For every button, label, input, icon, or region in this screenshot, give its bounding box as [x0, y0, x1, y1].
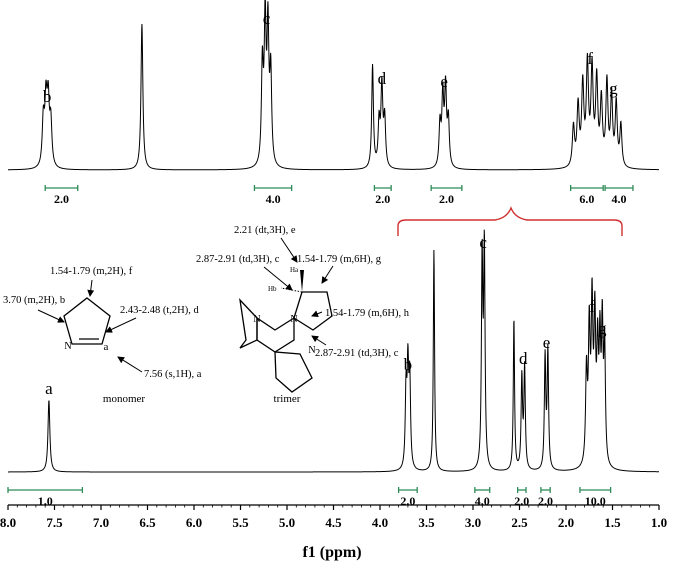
trimer-assign-h: 1.54-1.79 (m,6H), h [325, 308, 410, 319]
trimer-caption: trimer [274, 393, 301, 405]
trimer-bottom-ring [274, 351, 313, 393]
integration-value: 4.0 [612, 192, 627, 206]
top-peak-label-e: e [440, 72, 448, 91]
monomer-a-atom: a [104, 341, 109, 353]
trimer-assign-c-bottom: 2.87-2.91 (td,3H), c [315, 348, 399, 359]
top-spectrum-trace [8, 0, 659, 171]
integration-layer: 2.0 4.0 2.0 2.0 6.0 4.01.0 2.0 4.0 2.0 2.0 10.0 [7, 185, 634, 508]
trimer-right-ring [293, 291, 333, 331]
trimer-n-2: N [253, 314, 260, 325]
top-peak-label-f: f [587, 49, 593, 68]
integration-value: 2.0 [54, 192, 69, 206]
trimer-arrow-h [311, 310, 323, 318]
integration-value: 2.0 [514, 494, 529, 508]
top-integration-4: 6.0 [570, 185, 604, 206]
integration-value: 2.0 [538, 494, 553, 508]
monomer-structure: N a 1.54-1.79 (m,2H), f 3.70 (m,2H), b 2… [3, 266, 202, 405]
x-tick-label-2.5: 2.5 [511, 515, 528, 530]
top-peak-label-g: g [609, 79, 618, 98]
trimer-assign-g: 1.54-1.79 (m,6H), g [297, 254, 382, 265]
trimer-hash-hb [280, 287, 303, 293]
bottom-peak-label-c: c [479, 233, 487, 252]
monomer-arrow-b [37, 309, 65, 323]
trimer-n-1: N [290, 314, 297, 325]
trimer-central-ring [256, 316, 295, 353]
monomer-arrow-f [87, 279, 95, 297]
top-peak-label-c: c [263, 9, 271, 28]
monomer-assign-b: 3.70 (m,2H), b [3, 295, 65, 306]
x-tick-label-1.0: 1.0 [651, 515, 667, 530]
top-integration-3: 2.0 [430, 185, 463, 206]
monomer-ring [63, 297, 111, 345]
top-peak-label-b: b [43, 87, 52, 106]
top-integration-0: 2.0 [44, 185, 79, 206]
x-tick-label-4.5: 4.5 [325, 515, 342, 530]
x-tick-label-3.0: 3.0 [465, 515, 481, 530]
bottom-peak-label-g: g [598, 319, 607, 338]
trimer-hb: Hb [268, 285, 277, 293]
bottom-peak-label-d: d [519, 349, 528, 368]
bottom-peak-label-e: e [543, 333, 551, 352]
monomer-assign-f: 1.54-1.79 (m,2H), f [50, 266, 133, 277]
top-integration-5: 4.0 [604, 185, 634, 206]
integration-value: 2.0 [375, 192, 390, 206]
x-tick-label-5.0: 5.0 [279, 515, 295, 530]
monomer-caption: monomer [103, 393, 145, 405]
top-integration-2: 2.0 [373, 185, 392, 206]
x-tick-label-7.5: 7.5 [46, 515, 63, 530]
integration-value: 4.0 [266, 192, 281, 206]
trimer-assign-e: 2.21 (dt,3H), e [234, 225, 296, 236]
bottom-spectrum-trace [8, 229, 659, 473]
spectra-layer [8, 0, 659, 473]
monomer-assign-d: 2.43-2.48 (t,2H), d [120, 305, 199, 316]
trimer-assign-c-top: 2.87-2.91 (td,3H), c [196, 254, 280, 265]
x-tick-label-2.0: 2.0 [558, 515, 574, 530]
x-tick-label-6.0: 6.0 [186, 515, 202, 530]
top-peak-label-d: d [378, 69, 387, 88]
trimer-arrow-g [321, 265, 334, 284]
x-tick-label-7.0: 7.0 [93, 515, 109, 530]
trimer-arrow-c-top [263, 266, 293, 291]
trimer-n-3: N [308, 345, 315, 356]
trimer-arrow-e [280, 237, 298, 263]
trimer-arrow-c-bottom [311, 335, 327, 346]
trimer-bracket [397, 206, 623, 236]
integration-value: 10.0 [585, 494, 606, 508]
x-axis-title: f1 (ppm) [302, 544, 361, 561]
monomer-assign-a: 7.56 (s,1H), a [144, 369, 202, 380]
bottom-peak-label-f: f [589, 297, 595, 316]
top-integration-1: 4.0 [253, 185, 293, 206]
trimer-ha: Ha [290, 266, 299, 274]
monomer-arrow-d [105, 317, 137, 333]
x-tick-label-6.5: 6.5 [139, 515, 156, 530]
trimer-left-ring [239, 298, 258, 349]
monomer-arrow-a [117, 356, 143, 373]
integration-value: 2.0 [439, 192, 454, 206]
x-tick-label-1.5: 1.5 [604, 515, 621, 530]
integration-value: 6.0 [579, 192, 594, 206]
bottom-peak-label-a: a [45, 379, 53, 398]
trimer-structure: N N N Ha Hb 2.21 (dt,3H), e 2.87-2.91 (t… [196, 225, 410, 405]
x-axis: 8.0 7.5 7.0 6.5 6.0 5.5 5.0 4.5 4.0 3.5 3.0 2.5 2.0 1… [0, 504, 667, 530]
x-tick-label-4.0: 4.0 [372, 515, 388, 530]
monomer-n-atom: N [64, 341, 71, 352]
x-tick-label-5.5: 5.5 [232, 515, 249, 530]
bottom-peak-label-b: b [404, 355, 413, 374]
x-tick-label-3.5: 3.5 [418, 515, 435, 530]
x-tick-label-8.0: 8.0 [0, 515, 16, 530]
trimer-wedge [300, 270, 304, 292]
